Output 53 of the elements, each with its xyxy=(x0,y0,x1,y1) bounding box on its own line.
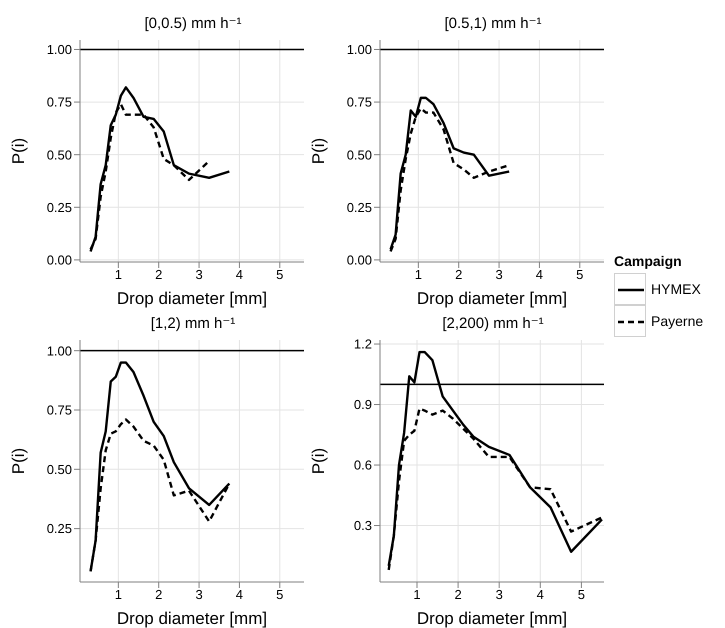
x-axis-title: Drop diameter [mm] xyxy=(116,289,268,308)
y-tick-label: 0.3 xyxy=(354,518,372,534)
y-tick-label: 0.6 xyxy=(354,458,372,473)
y-tick-label: 0.00 xyxy=(346,252,372,268)
y-tick-label: 0.75 xyxy=(46,94,72,110)
y-tick-label: 0.25 xyxy=(346,200,372,215)
chart-title: [0,0.5) mm h⁻¹ xyxy=(143,14,243,32)
chart-title: [1,2) mm h⁻¹ xyxy=(150,314,236,332)
y-tick-label: 0.9 xyxy=(354,397,372,412)
x-tick-label: 3 xyxy=(495,267,503,282)
legend-label: HYMEX xyxy=(651,281,701,297)
legend-label: Payerne xyxy=(651,313,704,329)
x-tick-label: 3 xyxy=(496,587,503,602)
x-tick-label: 5 xyxy=(576,267,584,282)
y-axis-title: P(i) xyxy=(309,448,328,474)
y-tick-label: 1.00 xyxy=(46,42,72,58)
x-tick-label: 1 xyxy=(114,267,122,282)
y-axis-title: P(i) xyxy=(9,138,28,164)
x-tick-label: 4 xyxy=(236,587,244,602)
y-tick-label: 1.2 xyxy=(354,336,372,352)
y-axis-title: P(i) xyxy=(309,138,328,164)
x-tick-label: 1 xyxy=(114,587,122,602)
x-tick-label: 1 xyxy=(414,267,422,282)
x-axis-title: Drop diameter [mm] xyxy=(416,609,568,628)
x-axis-title: Drop diameter [mm] xyxy=(416,289,568,308)
y-tick-label: 0.50 xyxy=(346,147,372,162)
y-axis-title: P(i) xyxy=(9,448,28,474)
x-tick-label: 5 xyxy=(276,267,284,282)
chart-title: [2,200) mm h⁻¹ xyxy=(441,314,545,332)
x-tick-label: 2 xyxy=(454,587,462,602)
x-tick-label: 4 xyxy=(536,587,544,602)
x-tick-label: 2 xyxy=(455,267,462,282)
x-tick-label: 4 xyxy=(536,267,544,282)
y-tick-label: 0.50 xyxy=(46,462,72,477)
chart-title: [0.5,1) mm h⁻¹ xyxy=(443,14,543,32)
x-tick-label: 4 xyxy=(236,267,244,282)
x-tick-label: 2 xyxy=(155,267,162,282)
x-tick-label: 1 xyxy=(413,587,421,602)
y-tick-label: 0.75 xyxy=(346,94,372,110)
x-tick-label: 3 xyxy=(195,267,203,282)
x-tick-label: 2 xyxy=(155,587,162,602)
y-tick-label: 0.25 xyxy=(46,200,72,215)
x-axis-title: Drop diameter [mm] xyxy=(116,609,268,628)
y-tick-label: 0.50 xyxy=(46,147,72,162)
y-tick-label: 1.00 xyxy=(346,42,372,58)
x-tick-label: 3 xyxy=(195,587,203,602)
x-tick-label: 5 xyxy=(276,587,284,602)
y-tick-label: 1.00 xyxy=(46,343,72,358)
y-tick-label: 0.25 xyxy=(46,521,72,536)
y-tick-label: 0.75 xyxy=(46,402,72,418)
legend-title: Campaign xyxy=(614,253,683,269)
y-tick-label: 0.00 xyxy=(46,252,72,268)
x-tick-label: 5 xyxy=(578,587,586,602)
